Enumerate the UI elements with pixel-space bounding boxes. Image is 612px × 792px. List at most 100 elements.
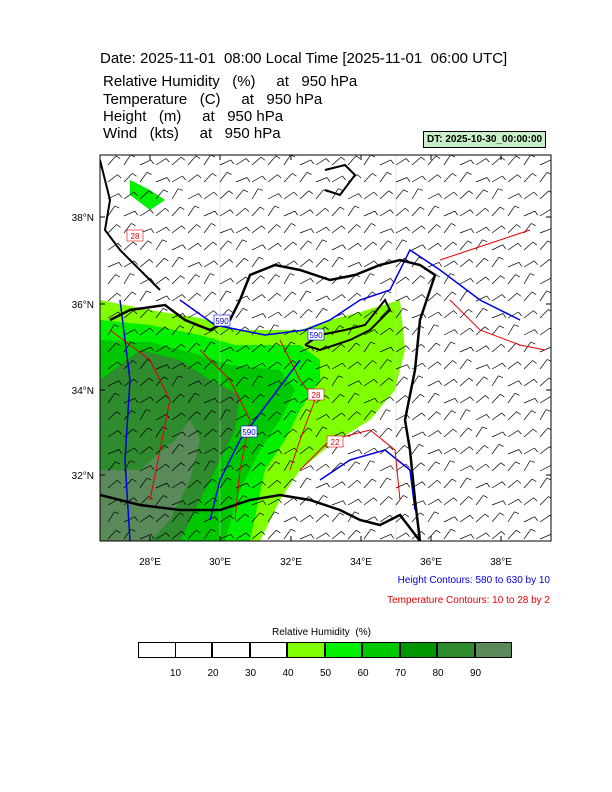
wind-barb <box>373 191 378 196</box>
wind-barb <box>213 379 218 384</box>
wind-barb <box>470 465 474 470</box>
wind-barb <box>299 514 311 523</box>
wind-barb <box>235 513 246 523</box>
colorbar-box <box>324 642 362 658</box>
wind-barb <box>203 210 216 217</box>
wind-barb <box>491 431 504 438</box>
wind-barb <box>443 460 451 472</box>
wind-barb <box>219 190 230 200</box>
wind-barb <box>277 174 282 179</box>
wind-barb <box>507 449 520 455</box>
wind-barb <box>178 375 184 379</box>
wind-barb <box>251 294 263 302</box>
wind-barb <box>438 449 443 454</box>
wind-barb <box>149 209 154 214</box>
wind-barb <box>427 242 439 251</box>
wind-barb <box>107 380 119 387</box>
wind-barb <box>323 257 329 262</box>
wind-barb <box>363 478 373 489</box>
wind-barb <box>197 243 202 248</box>
wind-barb <box>485 276 490 281</box>
wind-barb <box>482 239 488 243</box>
wind-barb <box>323 495 328 499</box>
wind-barb <box>531 478 537 483</box>
wind-barb <box>385 409 391 412</box>
wind-barb <box>171 344 182 353</box>
wind-barb <box>210 341 216 345</box>
wind-barb <box>196 292 202 297</box>
colorbar-label: 60 <box>357 668 369 679</box>
wind-barb <box>379 427 389 438</box>
wind-barb <box>338 256 344 260</box>
wind-barb <box>523 310 534 319</box>
wind-barb <box>379 190 390 200</box>
wind-barb <box>491 375 499 387</box>
wind-barb <box>421 531 426 536</box>
coastline <box>100 159 161 291</box>
wind-barb <box>443 310 454 319</box>
colorbar-box <box>362 642 400 658</box>
wind-barb <box>283 223 292 234</box>
wind-barb <box>132 428 138 433</box>
wind-barb <box>406 364 411 370</box>
wind-barb <box>475 276 486 285</box>
wind-barb <box>419 206 425 211</box>
wind-barb <box>437 430 442 435</box>
wind-barb <box>299 209 311 217</box>
wind-barb <box>251 275 261 285</box>
axis-ticks: 38°N 36°N 34°N 32°N 28°E 30°E 32°E 34°E 36°E 38°E <box>72 155 551 568</box>
colorbar-box <box>138 642 176 658</box>
wind-barb <box>107 261 120 268</box>
wind-barb <box>421 481 426 486</box>
lat-label: 36°N <box>72 300 94 311</box>
wind-barb <box>363 241 374 251</box>
wind-barb <box>251 344 262 353</box>
wind-barb <box>182 431 187 437</box>
contour-label: 22 <box>331 438 340 447</box>
wind-barb <box>187 274 196 285</box>
wind-barb <box>443 447 455 455</box>
wind-barb <box>515 461 521 465</box>
wind-barb <box>278 193 282 198</box>
wind-barb <box>379 377 390 387</box>
wind-barb <box>411 393 421 404</box>
wind-barb <box>450 341 456 345</box>
colorbar-box <box>212 642 250 658</box>
wind-barb <box>326 295 331 301</box>
wind-barb <box>539 427 549 438</box>
wind-barb <box>315 158 327 166</box>
wind-barb <box>347 311 359 319</box>
wind-barb <box>395 239 403 251</box>
wind-barb <box>115 461 121 465</box>
wind-barb <box>486 226 490 232</box>
wind-barb <box>293 310 298 315</box>
wind-barb <box>379 514 391 523</box>
wind-barb <box>331 156 342 166</box>
wind-barb <box>165 276 170 281</box>
wind-barb <box>196 224 201 228</box>
wind-barb <box>187 224 197 234</box>
wind-barb <box>459 346 472 353</box>
wind-barb <box>274 511 280 515</box>
wind-barb <box>251 481 263 489</box>
wind-barb <box>274 324 279 327</box>
wind-barb <box>475 513 486 523</box>
wind-barb <box>251 531 262 540</box>
wind-barb <box>251 362 263 370</box>
wind-barb <box>299 278 311 285</box>
wind-barb <box>443 291 453 302</box>
wind-barb <box>486 482 491 488</box>
wind-barb <box>259 512 265 516</box>
wind-barb <box>203 460 211 472</box>
wind-barb <box>347 480 358 489</box>
wind-barb <box>459 172 468 183</box>
wind-barb <box>294 260 298 265</box>
wind-barb <box>243 257 249 262</box>
wind-barb <box>134 398 139 403</box>
wind-barb <box>395 276 406 285</box>
wind-barb <box>483 257 489 262</box>
wind-barb <box>181 294 186 299</box>
wind-barb <box>308 377 314 382</box>
wind-barb <box>171 325 180 336</box>
wind-barb <box>470 396 474 401</box>
